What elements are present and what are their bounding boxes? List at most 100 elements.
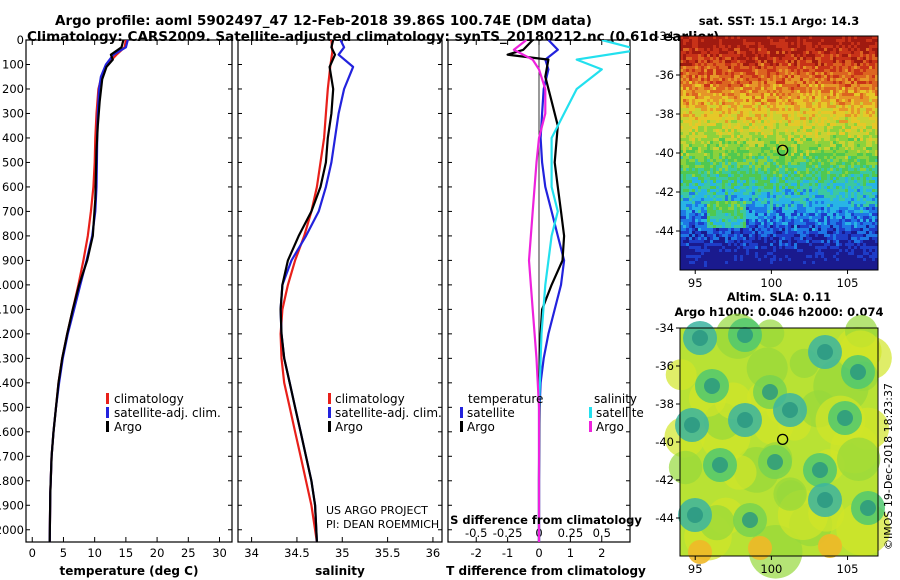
sst-cell	[872, 117, 876, 121]
sst-cell	[743, 210, 747, 214]
sst-cell	[839, 234, 843, 238]
sst-cell	[788, 78, 792, 82]
sst-cell	[809, 204, 813, 208]
sst-cell	[860, 111, 864, 115]
sst-cell	[692, 144, 696, 148]
sst-cell	[680, 111, 684, 115]
sst-cell	[845, 108, 849, 112]
sst-cell	[779, 42, 783, 46]
sst-cell	[689, 246, 693, 250]
sst-cell	[770, 90, 774, 94]
sst-cell	[719, 39, 723, 43]
sst-cell	[722, 240, 726, 244]
sst-cell	[860, 186, 864, 190]
sst-cell	[857, 93, 861, 97]
sst-cell	[758, 135, 762, 139]
sst-cell	[710, 105, 714, 109]
sst-cell	[857, 147, 861, 151]
sst-cell	[860, 129, 864, 133]
sst-cell	[836, 129, 840, 133]
sst-cell	[698, 156, 702, 160]
sst-cell	[815, 162, 819, 166]
sst-cell	[803, 216, 807, 220]
sst-cell	[731, 120, 735, 124]
sst-cell	[692, 114, 696, 118]
sst-cell	[830, 66, 834, 70]
sst-cell	[680, 72, 684, 76]
sst-cell	[749, 246, 753, 250]
sst-cell	[722, 66, 726, 70]
sst-cell	[809, 129, 813, 133]
temperature-x-axis: 0 5 10 15 20 25 30	[29, 40, 227, 560]
sst-cell	[800, 69, 804, 73]
sst-cell	[683, 36, 687, 40]
sst-cell	[770, 78, 774, 82]
sst-cell	[803, 96, 807, 100]
sst-cell	[773, 114, 777, 118]
sst-cell	[824, 90, 828, 94]
sst-cell	[695, 117, 699, 121]
sst-cell	[815, 60, 819, 64]
sst-cell	[809, 231, 813, 235]
sst-cell	[857, 174, 861, 178]
sst-cell	[851, 213, 855, 217]
sst-cell	[737, 108, 741, 112]
sst-cell	[698, 219, 702, 223]
sst-cell	[851, 186, 855, 190]
sst-cell	[791, 93, 795, 97]
sst-cell	[848, 132, 852, 136]
sst-cell	[719, 126, 723, 130]
sst-cell	[809, 39, 813, 43]
sst-cell	[815, 39, 819, 43]
sst-cell	[824, 150, 828, 154]
sst-cell	[764, 201, 768, 205]
sst-cell	[779, 96, 783, 100]
sst-cell	[725, 180, 729, 184]
sst-cell	[728, 75, 732, 79]
sst-cell	[815, 117, 819, 121]
sst-cell	[752, 105, 756, 109]
sst-cell	[839, 114, 843, 118]
sst-cell	[698, 87, 702, 91]
sst-cell	[698, 111, 702, 115]
sst-cell	[752, 54, 756, 58]
sst-cell	[812, 87, 816, 91]
sst-cell	[851, 96, 855, 100]
sst-cell	[842, 66, 846, 70]
sst-cell	[776, 189, 780, 193]
sst-cell	[827, 81, 831, 85]
sst-cell	[818, 51, 822, 55]
sst-cell	[731, 198, 735, 202]
sst-cell	[869, 228, 873, 232]
sst-cell	[857, 177, 861, 181]
sst-cell	[740, 135, 744, 139]
sst-cell	[725, 204, 729, 208]
sst-cell	[815, 213, 819, 217]
sst-cell	[797, 111, 801, 115]
sst-cell	[716, 45, 720, 49]
sst-cell	[863, 90, 867, 94]
sst-cell	[818, 210, 822, 214]
sst-cell	[707, 156, 711, 160]
sst-cell	[719, 246, 723, 250]
sst-cell	[833, 111, 837, 115]
sst-cell	[755, 123, 759, 127]
sst-cell	[866, 150, 870, 154]
sst-cell	[761, 45, 765, 49]
sst-cell	[869, 132, 873, 136]
sst-cell	[875, 81, 879, 85]
sst-cell	[788, 234, 792, 238]
sst-cell	[788, 249, 792, 253]
sst-cell	[836, 126, 840, 130]
sst-cell	[764, 216, 768, 220]
sst-cell	[803, 54, 807, 58]
sst-cell	[755, 183, 759, 187]
sst-cell	[785, 42, 789, 46]
sst-cell	[683, 60, 687, 64]
sst-cell	[707, 144, 711, 148]
sst-cell	[836, 114, 840, 118]
sst-cell	[695, 75, 699, 79]
sst-cell	[698, 84, 702, 88]
sst-cell	[857, 213, 861, 217]
sst-cell	[806, 177, 810, 181]
